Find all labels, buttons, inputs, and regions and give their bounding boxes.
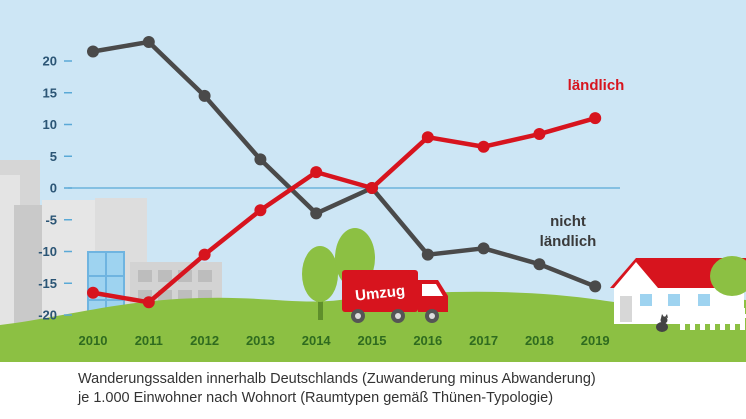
data-point-nonrural [198, 89, 211, 102]
y-tick-label: -20 [38, 308, 57, 323]
y-tick-label: 10 [43, 117, 57, 132]
data-point-rural [533, 128, 546, 141]
x-tick-label: 2013 [246, 333, 275, 348]
data-point-rural [87, 286, 99, 299]
data-point-nonrural [533, 258, 546, 271]
chart-caption: Wanderungssalden innerhalb Deutschlands … [78, 370, 738, 408]
x-tick-label: 2015 [358, 333, 387, 348]
data-point-nonrural [310, 207, 323, 220]
data-point-nonrural [142, 35, 155, 48]
series-label-nonrural: nicht [550, 213, 586, 230]
x-tick-label: 2012 [190, 333, 219, 348]
data-point-nonrural [421, 248, 434, 261]
series-line-nonrural [90, 39, 598, 289]
y-tick-label: -10 [38, 244, 57, 259]
y-tick-label: -15 [38, 276, 57, 291]
moving-truck-icon: Umzug [342, 270, 448, 323]
data-point-rural [310, 166, 323, 179]
data-point-nonrural [589, 280, 602, 293]
data-point-rural [477, 140, 490, 153]
x-tick-label: 2019 [581, 333, 610, 348]
series-line-rural [90, 115, 598, 305]
data-point-rural [421, 131, 434, 144]
data-point-nonrural [477, 242, 490, 255]
caption-line-1: Wanderungssalden innerhalb Deutschlands … [78, 371, 596, 387]
data-point-rural [254, 204, 267, 217]
cat-icon [656, 314, 668, 332]
y-axis: 20 15 10 5 0 -5 -10 -15 -20 [38, 54, 72, 323]
y-tick-label: -5 [45, 212, 57, 227]
y-tick-label: 5 [50, 149, 57, 164]
data-point-rural [198, 248, 211, 261]
house-icon [610, 256, 746, 324]
data-point-rural [142, 296, 155, 309]
x-tick-label: 2018 [525, 333, 554, 348]
truck-label: Umzug [354, 282, 406, 304]
data-point-nonrural [87, 45, 99, 58]
grass-hills [0, 291, 746, 362]
y-tick-label: 20 [43, 54, 57, 69]
x-tick-label: 2014 [302, 333, 332, 348]
data-point-rural [589, 112, 602, 125]
caption-line-2: je 1.000 Einwohner nach Wohnort (Raumtyp… [78, 390, 554, 406]
y-tick-label: 15 [43, 85, 57, 100]
data-point-nonrural [254, 153, 267, 166]
x-tick-label: 2016 [413, 333, 442, 348]
series-lines [87, 35, 602, 309]
x-tick-label: 2017 [469, 333, 498, 348]
x-tick-label: 2010 [79, 333, 108, 348]
tree-icon [302, 228, 375, 320]
x-tick-label: 2011 [135, 333, 163, 348]
series-label-nonrural: ländlich [540, 233, 597, 250]
fence-illustration [680, 308, 746, 330]
series-labels: ländlich nicht ländlich [540, 77, 625, 250]
y-tick-label: 0 [50, 181, 57, 196]
series-label-rural: ländlich [568, 77, 625, 94]
x-axis: 2010 2011 2012 2013 2014 2015 2016 2017 2018 2019 [79, 333, 610, 348]
caption-background [0, 360, 746, 419]
data-point-rural [366, 182, 378, 194]
